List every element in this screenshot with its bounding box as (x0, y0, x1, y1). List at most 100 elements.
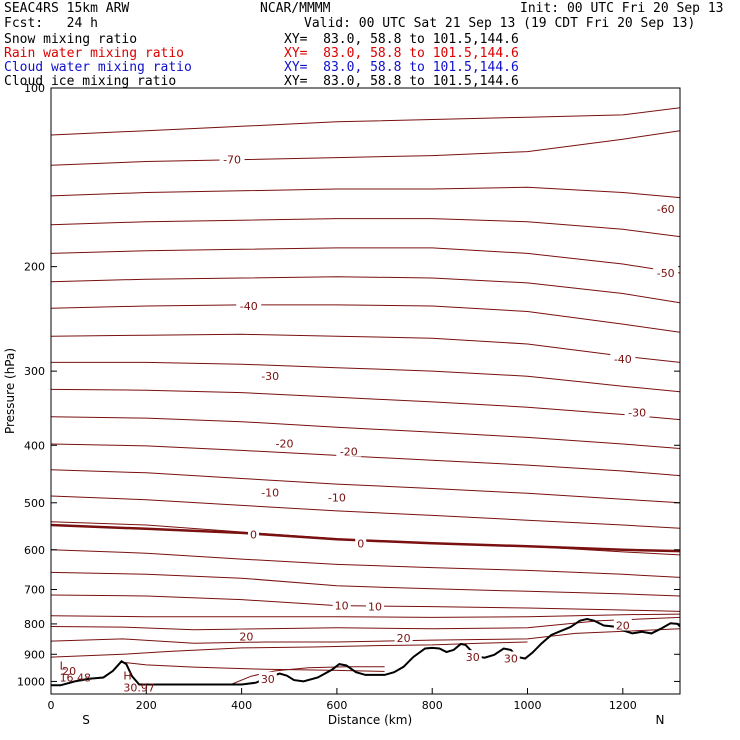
y-tick-label-700: 700 (24, 584, 45, 597)
contour-label-bg-16 (394, 631, 413, 644)
x-tick-label-600: 600 (326, 699, 347, 712)
y-tick-label-1000: 1000 (17, 675, 45, 688)
contour-label-19: 30 (261, 673, 275, 686)
contour-label-21: 30 (504, 653, 518, 666)
init-time: Init: 00 UTC Fri 20 Sep 13 (520, 1, 724, 16)
contour-line-3 (50, 218, 681, 238)
x-tick-label-400: 400 (231, 699, 252, 712)
contour-label-bg-0 (219, 152, 245, 165)
contour-label-15: 20 (239, 630, 253, 643)
contour-line-12 (50, 469, 681, 504)
contour-label-14: 10 (368, 600, 382, 613)
contour-line-8 (51, 361, 681, 393)
valid-time: Valid: 00 UTC Sat 21 Sep 13 (19 CDT Fri … (304, 16, 696, 31)
contour-line-7 (50, 333, 681, 363)
contour-label-9: -10 (261, 486, 279, 499)
y-tick-label-300: 300 (24, 365, 45, 378)
contour-label-16: 20 (397, 632, 411, 645)
contour-label-5: -30 (261, 370, 279, 383)
contour-label-7: -20 (276, 437, 294, 450)
zero-contour (50, 523, 681, 553)
contour-line-22 (122, 661, 385, 672)
legend-rain-xy: XY= 83.0, 58.8 to 101.5,144.6 (284, 46, 519, 61)
y-tick-label-200: 200 (24, 261, 45, 274)
contour-label-2: -50 (657, 267, 675, 280)
contour-lines (50, 107, 681, 685)
contour-label-bg-14 (366, 599, 385, 612)
contour-label-4: -40 (614, 353, 632, 366)
contour-label-bg-2 (653, 266, 679, 279)
y-tick-label-400: 400 (24, 439, 45, 452)
extremum-kind-0: L (60, 659, 67, 672)
y-axis-label: Pressure (hPa) (3, 348, 17, 434)
contour-label-6: -30 (628, 406, 646, 419)
legend-cloudice-name: Cloud ice mixing ratio (4, 74, 177, 89)
contour-label-bg-3 (236, 298, 262, 311)
legend-rain-name: Rain water mixing ratio (4, 46, 185, 61)
south-end-label: S (82, 713, 90, 727)
contour-label-bg-8 (336, 444, 362, 457)
y-tick-label-600: 600 (24, 544, 45, 557)
contour-line-23 (231, 666, 385, 685)
x-tick-label-200: 200 (136, 699, 157, 712)
contour-label-bg-4 (610, 351, 636, 364)
contour-label-1: -60 (657, 203, 675, 216)
contour-label-10: -10 (328, 492, 346, 505)
contour-line-21 (50, 641, 528, 658)
contour-label-0: -70 (223, 154, 241, 167)
contour-label-bg-7 (271, 436, 297, 449)
x-axis-label: Distance (km) (328, 713, 412, 727)
y-tick-label-800: 800 (24, 618, 45, 631)
center-label: NCAR/MMMM (260, 1, 331, 16)
contour-label-bg-12 (355, 536, 367, 549)
legend-snow-xy: XY= 83.0, 58.8 to 101.5,144.6 (284, 32, 519, 47)
contour-label-8: -20 (340, 446, 358, 459)
contour-line-6 (50, 304, 681, 333)
contour-line-17 (50, 594, 681, 612)
extremum-value-0: 16.48 (60, 671, 91, 684)
contour-line-2 (50, 186, 681, 199)
contour-line-13 (50, 495, 681, 529)
legend-cloudwater-name: Cloud water mixing ratio (4, 60, 192, 75)
contour-label-bg-11 (248, 527, 260, 540)
forecast-hour: Fcst: 24 h (4, 16, 98, 31)
legend-cloudwater-xy: XY= 83.0, 58.8 to 101.5,144.6 (284, 60, 519, 75)
contour-line-18 (50, 613, 681, 618)
y-tick-label-top: 100 (24, 82, 45, 95)
contour-label-bg-10 (324, 490, 350, 503)
y-tick-label-500: 500 (24, 497, 45, 510)
contour-label-12: 0 (357, 537, 364, 550)
contour-label-18: 20 (62, 665, 76, 678)
contour-label-bg-19 (258, 671, 277, 684)
contour-line-5 (50, 276, 681, 304)
north-end-label: N (656, 713, 665, 727)
contour-label-3: -40 (240, 300, 258, 313)
contour-line-0 (50, 107, 681, 136)
contour-line-16 (50, 571, 681, 597)
contour-line-11 (50, 443, 681, 477)
contour-label-bg-21 (501, 651, 520, 664)
contour-label-bg-20 (463, 650, 482, 663)
contour-line-10 (50, 416, 681, 449)
x-tick-label-0: 0 (48, 699, 55, 712)
terrain-line (51, 617, 681, 687)
zero-contour-line (50, 523, 681, 553)
contour-label-bg-15 (237, 629, 256, 642)
plot-frame (50, 87, 681, 695)
contour-line-1 (50, 130, 681, 166)
terrain-profile (51, 617, 681, 687)
contour-label-bg-18 (60, 663, 79, 676)
legend-snow-name: Snow mixing ratio (4, 32, 138, 47)
x-tick-label-800: 800 (422, 699, 443, 712)
x-tick-label-1000: 1000 (514, 699, 542, 712)
x-tick-label-1200: 1200 (609, 699, 637, 712)
contour-label-bg-9 (257, 485, 283, 498)
extremum-value-1: 30.97 (123, 682, 154, 695)
contour-label-bg-1 (653, 202, 679, 215)
contour-line-20 (50, 628, 681, 644)
contour-line-9 (50, 388, 681, 421)
contour-label-13: 10 (335, 600, 349, 613)
contour-line-15 (50, 549, 681, 578)
contour-label-11: 0 (250, 529, 257, 542)
